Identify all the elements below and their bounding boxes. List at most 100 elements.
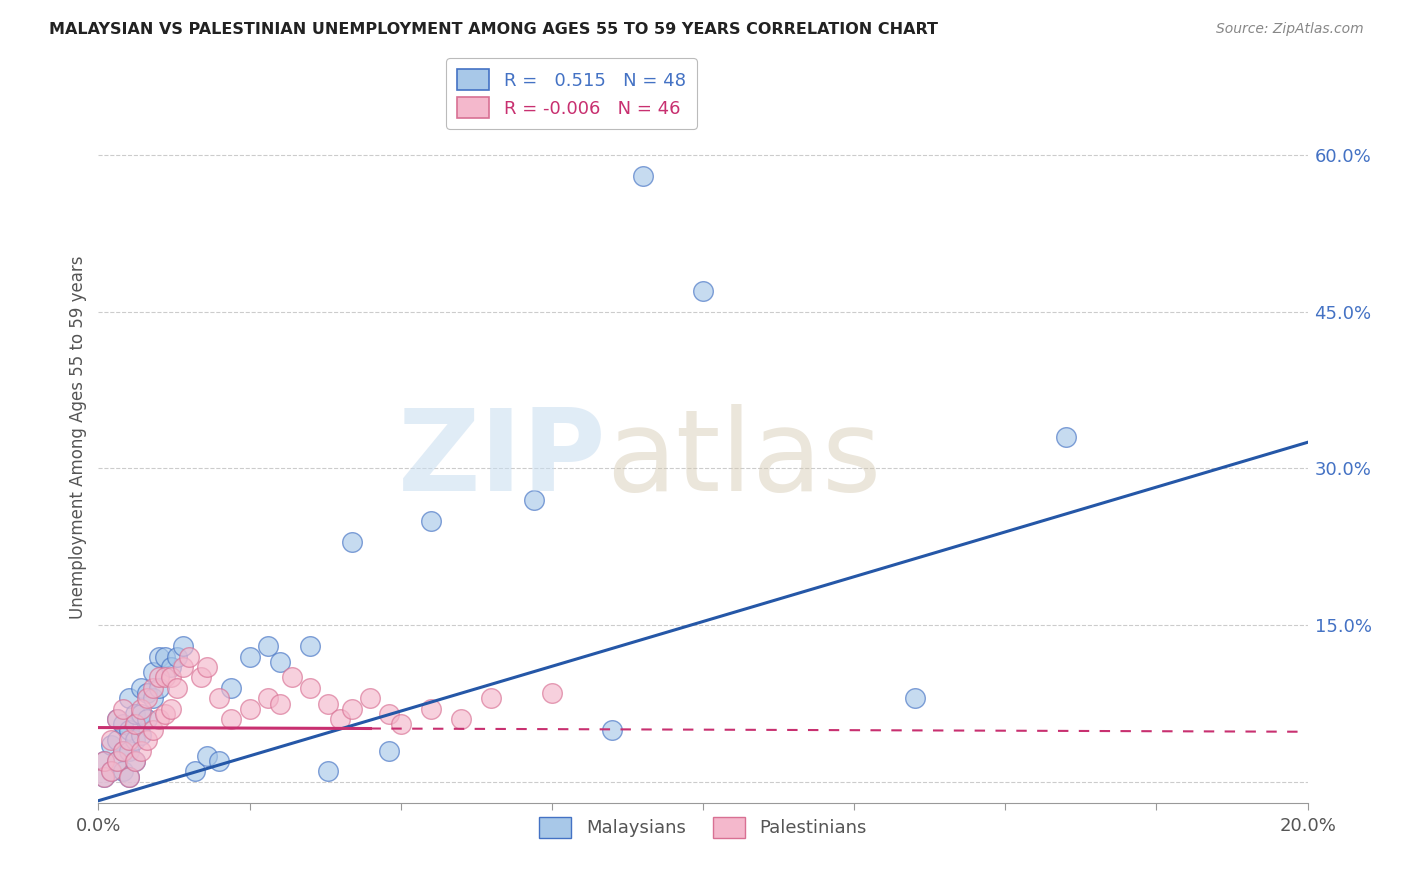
Point [118,770,141,784]
Point [256,639,278,653]
Point [329,712,352,726]
Point [221,712,243,726]
Point [93,754,115,768]
Point [111,717,134,731]
Point [129,728,152,742]
Point [166,649,188,664]
Point [105,712,128,726]
Point [631,169,654,183]
Point [281,670,304,684]
Point [523,492,546,507]
Point [135,712,157,726]
Point [142,723,165,737]
Point [129,702,152,716]
Point [179,649,201,664]
Text: MALAYSIAN VS PALESTINIAN UNEMPLOYMENT AMONG AGES 55 TO 59 YEARS CORRELATION CHAR: MALAYSIAN VS PALESTINIAN UNEMPLOYMENT AM… [49,22,938,37]
Point [481,691,503,706]
Point [377,743,399,757]
Point [100,764,122,779]
Point [135,733,157,747]
Point [221,681,243,695]
Point [148,649,170,664]
Point [342,534,364,549]
Point [316,764,339,779]
Point [135,691,157,706]
Point [111,743,134,757]
Point [160,670,183,684]
Point [208,754,231,768]
Point [904,691,927,706]
Point [111,702,134,716]
Point [195,748,218,763]
Point [299,681,322,695]
Point [118,723,141,737]
Text: atlas: atlas [606,403,882,515]
Point [100,733,122,747]
Point [111,764,134,779]
Point [124,754,146,768]
Point [208,691,231,706]
Point [93,770,115,784]
Point [148,681,170,695]
Legend: Malaysians, Palestinians: Malaysians, Palestinians [531,810,875,845]
Point [148,712,170,726]
Point [142,665,165,680]
Point [148,670,170,684]
Point [184,764,207,779]
Point [124,754,146,768]
Point [360,691,382,706]
Point [124,706,146,721]
Point [269,655,291,669]
Point [129,706,152,721]
Point [160,702,183,716]
Point [142,681,165,695]
Point [256,691,278,706]
Point [420,514,443,528]
Point [389,717,412,731]
Point [377,706,399,721]
Point [124,733,146,747]
Point [100,764,122,779]
Point [239,702,262,716]
Point [166,681,188,695]
Point [135,686,157,700]
Point [105,712,128,726]
Text: ZIP: ZIP [398,403,606,515]
Point [129,681,152,695]
Point [105,733,128,747]
Point [118,770,141,784]
Point [142,691,165,706]
Point [316,697,339,711]
Point [692,284,714,298]
Text: Source: ZipAtlas.com: Source: ZipAtlas.com [1216,22,1364,37]
Point [450,712,472,726]
Point [118,743,141,757]
Point [299,639,322,653]
Point [118,733,141,747]
Point [195,660,218,674]
Point [105,754,128,768]
Point [172,639,194,653]
Point [153,649,176,664]
Point [100,739,122,753]
Point [342,702,364,716]
Point [153,706,176,721]
Point [269,697,291,711]
Point [124,717,146,731]
Point [105,754,128,768]
Point [111,743,134,757]
Point [602,723,624,737]
Point [239,649,262,664]
Point [160,660,183,674]
Point [93,754,115,768]
Point [172,660,194,674]
Point [540,686,562,700]
Point [420,702,443,716]
Point [153,670,176,684]
Point [190,670,212,684]
Point [1054,430,1077,444]
Point [129,743,152,757]
Point [118,691,141,706]
Y-axis label: Unemployment Among Ages 55 to 59 years: Unemployment Among Ages 55 to 59 years [69,255,87,619]
Point [93,770,115,784]
